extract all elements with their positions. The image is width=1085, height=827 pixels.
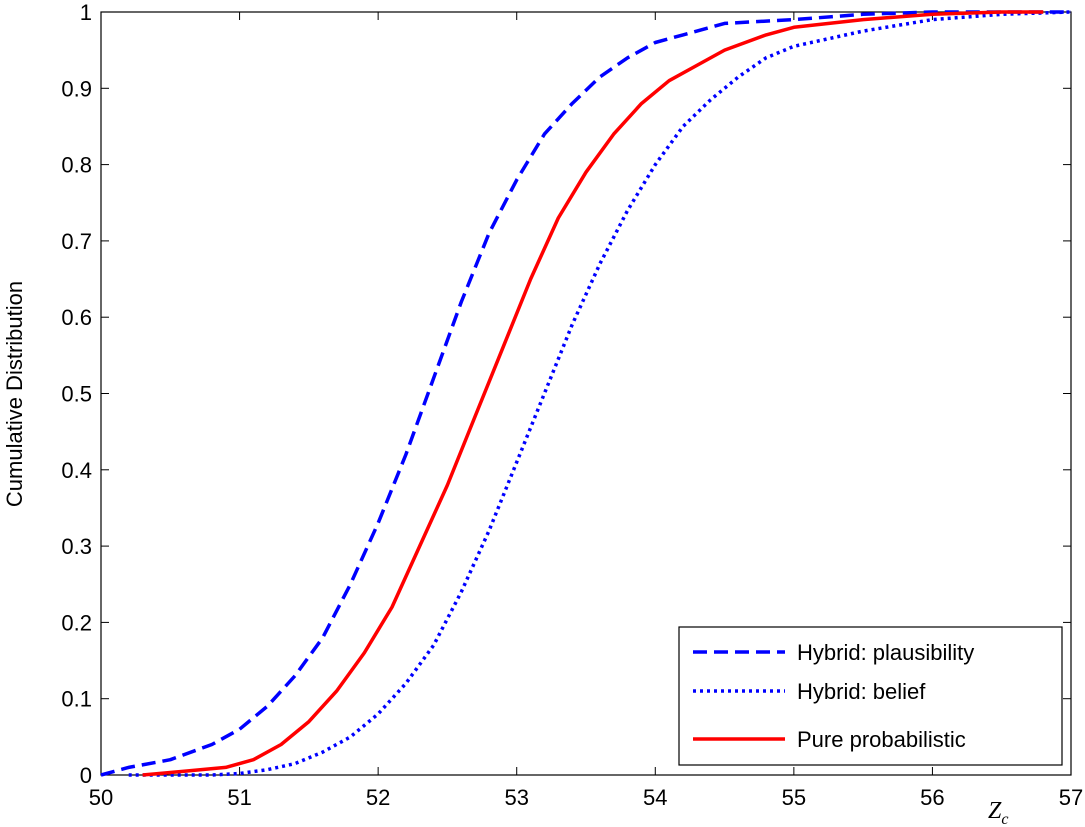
x-tick-label: 52: [366, 785, 390, 810]
x-tick-label: 50: [89, 785, 113, 810]
legend-label-probabilistic: Pure probabilistic: [797, 727, 966, 752]
y-tick-label: 0.6: [61, 305, 92, 330]
y-tick-label: 0: [80, 763, 92, 788]
x-axis-variable-main: Z: [988, 798, 1002, 824]
x-axis-variable-label: Zc: [988, 798, 1008, 827]
series-line-pure-probabilistic: [142, 10, 1044, 777]
series-line-hybrid-plausibility: [100, 10, 1071, 777]
y-tick-label: 1: [80, 0, 92, 25]
x-axis-variable-subscript: c: [1001, 811, 1008, 827]
y-tick-label: 0.9: [61, 76, 92, 101]
y-tick-label: 0.5: [61, 382, 92, 407]
y-axis-title: Cumulative Distribution: [2, 281, 27, 507]
y-tick-label: 0.4: [61, 458, 92, 483]
x-tick-label: 56: [920, 785, 944, 810]
series-lines: [100, 10, 1072, 777]
y-tick-label: 0.8: [61, 153, 92, 178]
legend-label-plausibility: Hybrid: plausibility: [797, 640, 974, 665]
y-tick-label: 0.3: [61, 534, 92, 559]
x-tick-label: 53: [504, 785, 528, 810]
x-tick-label: 57: [1059, 785, 1083, 810]
y-tick-label: 0.7: [61, 229, 92, 254]
x-tick-label: 55: [782, 785, 806, 810]
legend: Hybrid: plausibility Hybrid: belief Pure…: [678, 626, 1063, 766]
legend-label-belief: Hybrid: belief: [797, 679, 926, 704]
y-tick-label: 0.2: [61, 610, 92, 635]
y-tick-label: 0.1: [61, 687, 92, 712]
legend-box: [678, 626, 1063, 766]
x-tick-label: 54: [643, 785, 667, 810]
axis-ticks: 50 51 52 53 54 55 56 57 0 0.1 0.2 0.3 0.4 0.5 0.6 0.7 0.…: [61, 0, 1083, 810]
x-tick-label: 51: [227, 785, 251, 810]
